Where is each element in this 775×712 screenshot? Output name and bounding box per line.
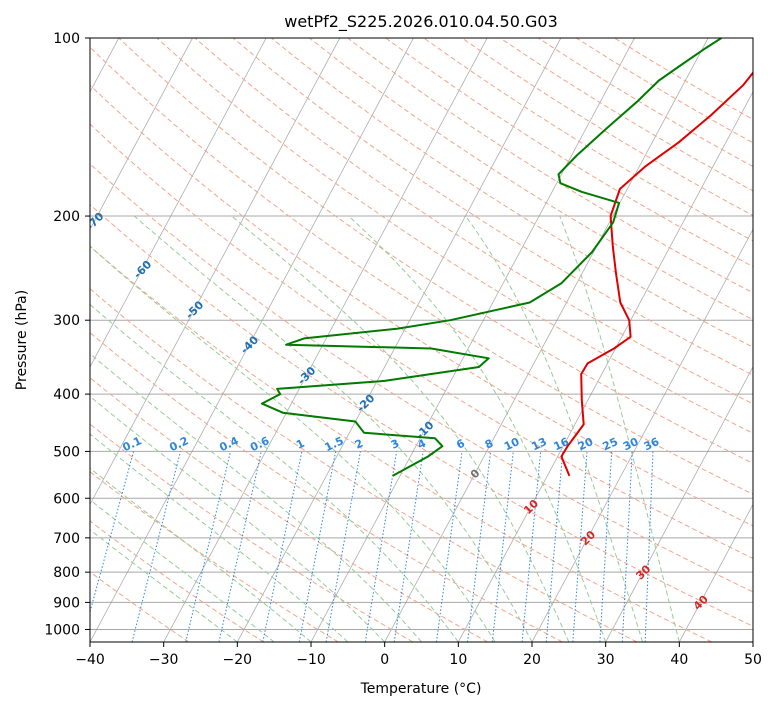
x-tick-label: 30 [597, 652, 615, 668]
x-tick-label: −40 [75, 652, 105, 668]
x-tick-label: 0 [380, 652, 389, 668]
chart-title: wetPf2_S225.2026.010.04.50.G03 [284, 12, 558, 32]
y-tick-label: 600 [53, 491, 80, 507]
y-tick-label: 700 [53, 531, 80, 547]
y-tick-label: 1000 [44, 622, 80, 638]
y-tick-label: 300 [53, 313, 80, 329]
x-tick-label: 20 [523, 652, 541, 668]
x-tick-label: 50 [744, 652, 762, 668]
y-tick-label: 500 [53, 444, 80, 460]
y-tick-label: 100 [53, 31, 80, 47]
x-axis-label: Temperature (°C) [360, 681, 482, 697]
y-tick-label: 800 [53, 565, 80, 581]
x-tick-label: 10 [449, 652, 467, 668]
x-tick-label: −20 [223, 652, 253, 668]
y-tick-label: 200 [53, 209, 80, 225]
y-tick-label: 900 [53, 595, 80, 611]
y-axis-label: Pressure (hPa) [14, 290, 30, 390]
y-tick-label: 400 [53, 387, 80, 403]
x-tick-label: −30 [149, 652, 179, 668]
x-tick-label: −10 [296, 652, 326, 668]
x-tick-label: 40 [670, 652, 688, 668]
